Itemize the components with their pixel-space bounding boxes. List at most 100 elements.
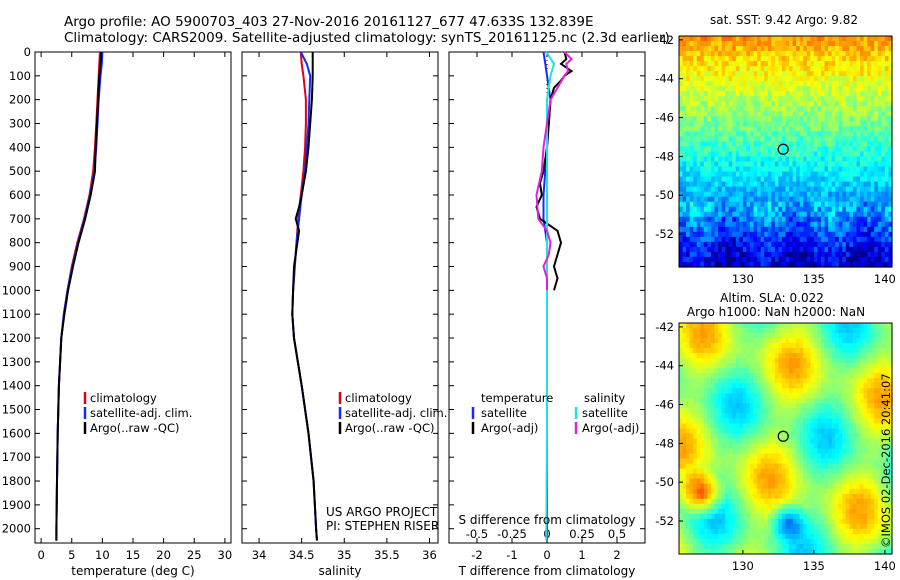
map-cell	[817, 111, 822, 117]
map-cell	[888, 468, 893, 475]
map-cell	[707, 256, 712, 263]
map-cell	[764, 413, 769, 420]
map-cell	[746, 56, 751, 62]
map-cell	[867, 403, 872, 409]
map-cell	[849, 171, 854, 178]
y-tick-label: 500	[9, 164, 31, 178]
map-cell	[828, 151, 833, 158]
map-cell	[778, 176, 783, 183]
map-cell	[785, 241, 790, 248]
map-cell	[813, 468, 819, 475]
map-cell	[725, 323, 730, 329]
map-cell	[757, 86, 762, 92]
map-cell	[831, 448, 836, 455]
map-cell	[750, 61, 755, 67]
map-cell	[831, 413, 836, 420]
map-cell	[881, 458, 886, 465]
legend-climatology: climatology	[345, 391, 412, 405]
map-cell	[881, 231, 886, 238]
map-cell	[870, 231, 875, 238]
map-cell	[774, 181, 779, 188]
map-cell	[753, 81, 758, 87]
map-cell	[817, 156, 822, 163]
map-cell	[813, 186, 819, 193]
map-cell	[817, 161, 822, 168]
map-cell	[746, 383, 751, 389]
map-cell	[803, 328, 808, 334]
map-cell	[817, 388, 822, 394]
map-cell	[842, 358, 847, 364]
map-cell	[707, 141, 712, 148]
map-cell	[874, 36, 879, 42]
map-cell	[757, 428, 762, 435]
map-cell	[803, 176, 808, 183]
map-cell	[774, 438, 779, 445]
map-cell	[789, 191, 794, 198]
map-cell	[714, 403, 719, 409]
map-cell	[710, 378, 716, 384]
map-cell	[828, 116, 833, 122]
map-cell	[796, 156, 801, 163]
map-cell	[796, 338, 801, 344]
map-cell	[689, 383, 694, 389]
map-cell	[689, 393, 694, 399]
map-cell	[796, 171, 801, 178]
map-cell	[785, 171, 790, 178]
map-cell	[845, 71, 850, 77]
map-cell	[725, 251, 730, 258]
map-cell	[789, 91, 794, 97]
map-cell	[806, 86, 811, 92]
map-cell	[693, 433, 698, 440]
map-cell	[750, 166, 755, 173]
map-cell	[884, 423, 890, 430]
map-cell	[881, 413, 886, 420]
map-cell	[838, 196, 843, 203]
map-cell	[852, 343, 858, 349]
map-cell	[696, 111, 701, 117]
map-cell	[725, 66, 730, 72]
map-cell	[778, 363, 783, 369]
map-cell	[877, 403, 882, 409]
map-cell	[679, 333, 684, 339]
map-cell	[696, 418, 701, 425]
map-cell	[799, 111, 804, 117]
map-cell	[781, 463, 787, 470]
map-cell	[714, 398, 719, 404]
map-cell	[852, 458, 858, 465]
map-cell	[838, 323, 843, 329]
map-cell	[863, 378, 868, 384]
map-cell	[707, 66, 712, 72]
map-cell	[774, 368, 779, 374]
map-cell	[852, 413, 858, 420]
map-cell	[750, 51, 755, 57]
map-cell	[831, 131, 836, 138]
map-cell	[789, 438, 794, 445]
map-cell	[828, 61, 833, 67]
map-cell	[824, 261, 829, 268]
map-cell	[682, 408, 687, 414]
map-cell	[888, 478, 893, 485]
map-cell	[728, 186, 733, 193]
map-cell	[789, 468, 794, 475]
map-cell	[789, 76, 794, 82]
map-cell	[679, 181, 684, 188]
map-cell	[732, 398, 737, 404]
map-cell	[845, 61, 850, 67]
map-cell	[703, 231, 708, 238]
map-cell	[799, 211, 804, 218]
map-cell	[760, 121, 765, 127]
map-cell	[813, 101, 819, 107]
map-cell	[753, 433, 758, 440]
map-cell	[796, 216, 801, 223]
map-cell	[877, 468, 882, 475]
map-cell	[707, 348, 712, 354]
map-cell	[821, 66, 826, 72]
map-cell	[710, 146, 716, 153]
map-cell	[781, 181, 787, 188]
map-cell	[732, 166, 737, 173]
map-cell	[682, 221, 687, 228]
map-cell	[821, 76, 826, 82]
map-cell	[877, 151, 882, 158]
map-cell	[718, 36, 723, 42]
map-cell	[835, 151, 840, 158]
